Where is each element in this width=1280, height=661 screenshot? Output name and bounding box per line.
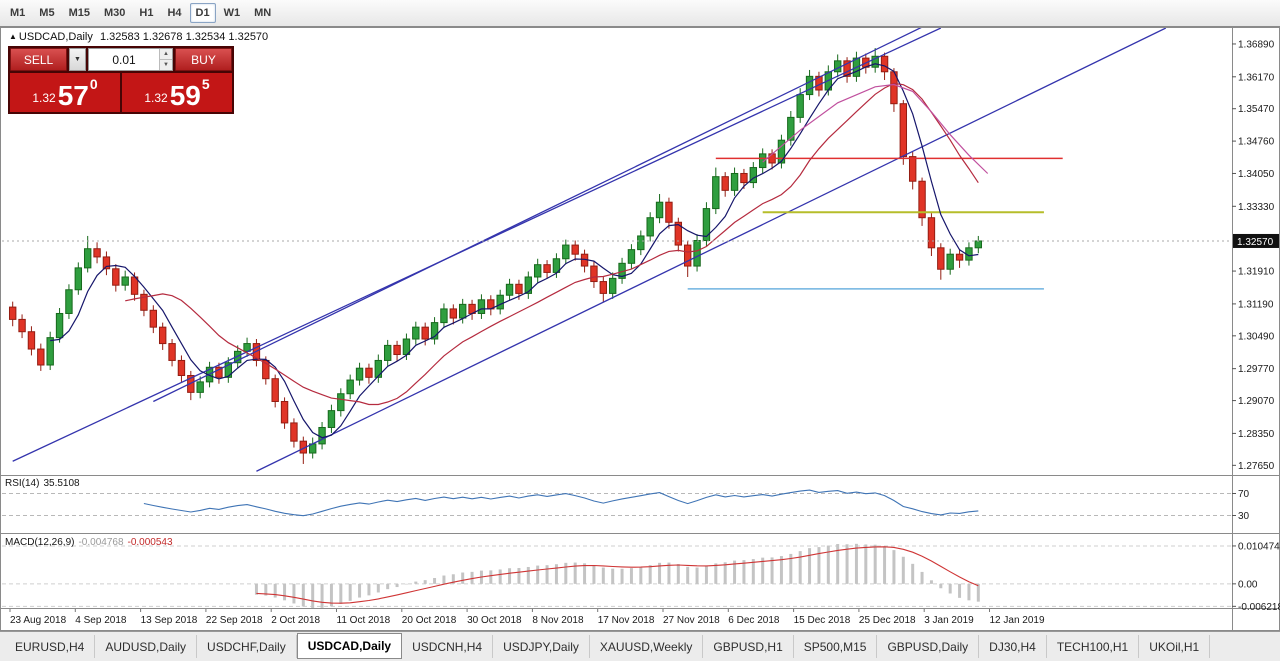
timeframe-button-mn[interactable]: MN [248,3,277,23]
macd-signal-line [256,546,979,604]
svg-text:17 Nov 2018: 17 Nov 2018 [598,615,655,626]
svg-text:4 Sep 2018: 4 Sep 2018 [75,615,127,626]
buy-button[interactable]: BUY [175,48,232,71]
svg-text:22 Sep 2018: 22 Sep 2018 [206,615,263,626]
tab-xauusd-weekly[interactable]: XAUUSD,Weekly [590,635,704,658]
svg-text:1.30490: 1.30490 [1238,331,1275,342]
tab-usdjpy-daily[interactable]: USDJPY,Daily [493,635,590,658]
tab-gbpusd-daily[interactable]: GBPUSD,Daily [877,635,980,658]
svg-text:1.31910: 1.31910 [1238,267,1275,278]
volume-dropdown-button[interactable]: ▼ [69,48,86,71]
chart-tabs-bar: EURUSD,H4 AUDUSD,Daily USDCHF,Daily USDC… [0,631,1280,661]
svg-text:1.36890: 1.36890 [1238,39,1275,50]
bid-price-sup: 0 [89,76,98,92]
svg-text:30: 30 [1238,511,1250,522]
svg-text:8 Nov 2018: 8 Nov 2018 [532,615,584,626]
volume-input[interactable] [89,49,159,70]
channel-trendline-upper[interactable] [153,27,941,403]
svg-text:0.00: 0.00 [1238,579,1258,590]
timeframe-button-m1[interactable]: M1 [4,3,31,23]
tab-ukoil-h1[interactable]: UKOil,H1 [1139,635,1211,658]
svg-text:70: 70 [1238,489,1250,500]
price-chart-canvas[interactable]: 70 30 0.010474 0.00 -0.006218 1.36890 1.36170 1… [0,27,1280,631]
tab-eurusd-h4[interactable]: EURUSD,H4 [5,635,96,658]
timeframe-button-d1[interactable]: D1 [189,3,216,23]
svg-text:1.31190: 1.31190 [1238,299,1274,310]
ask-price-prefix: 1.32 [144,91,168,105]
ma-fast-line [50,63,979,439]
timeframe-button-m5[interactable]: M5 [33,3,60,23]
svg-text:20 Oct 2018: 20 Oct 2018 [402,615,457,626]
price-axis[interactable]: 70 30 0.010474 0.00 -0.006218 1.36890 1.36170 1… [1232,39,1280,613]
ma-slow-line [125,82,979,406]
one-click-trading-panel: SELL ▼ ▲ ▼ BUY 1.32 57 0 1.32 59 5 [8,46,234,114]
svg-text:1.34760: 1.34760 [1238,137,1275,148]
svg-text:1.29770: 1.29770 [1238,364,1275,375]
svg-text:1.36170: 1.36170 [1238,72,1275,83]
sell-button[interactable]: SELL [10,48,67,71]
macd-histogram [254,543,980,608]
svg-text:27 Nov 2018: 27 Nov 2018 [663,615,720,626]
current-price-tag: 1.32570 [1233,233,1279,248]
volume-field: ▲ ▼ [88,48,173,71]
svg-text:0.010474: 0.010474 [1238,541,1280,552]
tab-usdchf-daily[interactable]: USDCHF,Daily [197,635,297,658]
tab-tech100-h1[interactable]: TECH100,H1 [1047,635,1140,658]
svg-text:30 Oct 2018: 30 Oct 2018 [467,615,522,626]
bid-price-prefix: 1.32 [32,91,56,105]
svg-text:1.32570: 1.32570 [1237,237,1274,248]
chart-area[interactable]: 70 30 0.010474 0.00 -0.006218 1.36890 1.36170 1… [0,27,1280,631]
chevron-down-icon: ▼ [74,56,81,63]
tab-sp500-m15[interactable]: SP500,M15 [794,635,878,658]
svg-text:1.35470: 1.35470 [1238,104,1275,115]
timeframe-button-h4[interactable]: H4 [161,3,187,23]
tab-audusd-daily[interactable]: AUDUSD,Daily [95,635,198,658]
bid-price-tile[interactable]: 1.32 57 0 [10,73,120,112]
svg-text:25 Dec 2018: 25 Dec 2018 [859,615,916,626]
volume-decrease-button[interactable]: ▼ [160,60,172,70]
timeframe-toolbar: M1 M5 M15 M30 H1 H4 D1 W1 MN [0,0,1280,27]
time-axis[interactable]: 23 Aug 2018 4 Sep 2018 13 Sep 2018 22 Sep 2… [9,609,1045,626]
svg-text:3 Jan 2019: 3 Jan 2019 [924,615,974,626]
magenta-ma-line [762,83,989,174]
ask-price-tile[interactable]: 1.32 59 5 [122,73,232,112]
volume-increase-button[interactable]: ▲ [160,49,172,60]
ask-price-main: 59 [169,80,201,112]
bid-price-main: 57 [57,80,89,112]
svg-text:23 Aug 2018: 23 Aug 2018 [10,615,67,626]
svg-text:1.33330: 1.33330 [1238,202,1275,213]
tab-dj30-h4[interactable]: DJ30,H4 [979,635,1047,658]
timeframe-button-w1[interactable]: W1 [218,3,247,23]
rsi-line [143,489,979,517]
svg-text:6 Dec 2018: 6 Dec 2018 [728,615,780,626]
svg-text:-0.006218: -0.006218 [1238,602,1280,613]
svg-text:1.29070: 1.29070 [1238,396,1275,407]
ask-price-sup: 5 [201,76,210,92]
timeframe-button-m15[interactable]: M15 [63,3,96,23]
svg-text:12 Jan 2019: 12 Jan 2019 [990,615,1045,626]
channel-trendline-lower-right[interactable] [256,28,1167,472]
svg-text:11 Oct 2018: 11 Oct 2018 [337,615,391,626]
panel-frame [0,27,1280,631]
svg-text:2 Oct 2018: 2 Oct 2018 [271,615,320,626]
svg-text:1.27650: 1.27650 [1238,461,1275,472]
svg-text:15 Dec 2018: 15 Dec 2018 [794,615,851,626]
timeframe-button-m30[interactable]: M30 [98,3,131,23]
volume-spinner: ▲ ▼ [159,49,172,70]
tab-gbpusd-h1[interactable]: GBPUSD,H1 [703,635,794,658]
svg-text:13 Sep 2018: 13 Sep 2018 [141,615,198,626]
timeframe-button-h1[interactable]: H1 [133,3,159,23]
tab-usdcad-daily[interactable]: USDCAD,Daily [296,633,403,659]
svg-text:1.34050: 1.34050 [1238,169,1275,180]
tab-usdcnh-h4[interactable]: USDCNH,H4 [402,635,494,658]
svg-text:1.28350: 1.28350 [1238,429,1275,440]
